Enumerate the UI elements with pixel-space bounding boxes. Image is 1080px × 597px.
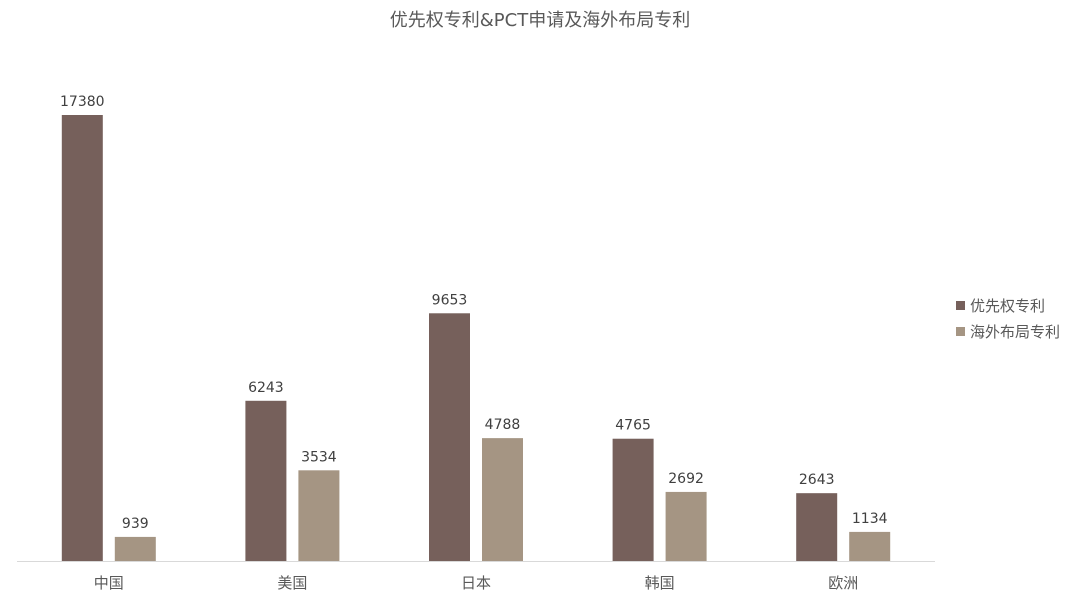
data-label: 4765: [615, 418, 651, 434]
bar-priority: [429, 313, 470, 561]
data-label: 6243: [248, 380, 284, 396]
data-label: 4788: [485, 417, 521, 433]
data-label: 2692: [668, 471, 704, 487]
data-label: 2643: [799, 472, 835, 488]
bar-priority: [796, 493, 838, 561]
legend-swatch: [956, 300, 965, 310]
bar-overseas: [482, 438, 523, 561]
data-label: 1134: [852, 511, 888, 527]
legend-label: 优先权专利: [970, 296, 1046, 315]
bar-priority: [61, 115, 103, 561]
data-label: 17380: [60, 94, 105, 110]
x-tick-label: 中国: [94, 574, 124, 592]
chart-title: 优先权专利&PCT申请及海外布局专利: [389, 10, 691, 31]
legend-item: 优先权专利: [956, 292, 1060, 318]
legend-swatch: [956, 326, 965, 336]
bar-overseas: [665, 491, 707, 561]
data-label: 939: [122, 516, 149, 532]
legend-label: 海外布局专利: [970, 322, 1061, 341]
x-tick-label: 美国: [277, 574, 307, 592]
x-tick-label: 日本: [461, 574, 491, 592]
data-label: 9653: [432, 292, 468, 308]
legend: 优先权专利 海外布局专利: [956, 292, 1060, 344]
x-tick-label: 韩国: [645, 574, 675, 592]
bar-overseas: [849, 531, 891, 561]
data-label: 3534: [301, 449, 337, 465]
x-tick-label: 欧洲: [828, 574, 858, 592]
bar-overseas: [298, 470, 340, 561]
bar-overseas: [114, 536, 156, 561]
bar-priority: [245, 400, 287, 561]
legend-item: 海外布局专利: [956, 318, 1060, 344]
bar-priority: [612, 438, 654, 561]
